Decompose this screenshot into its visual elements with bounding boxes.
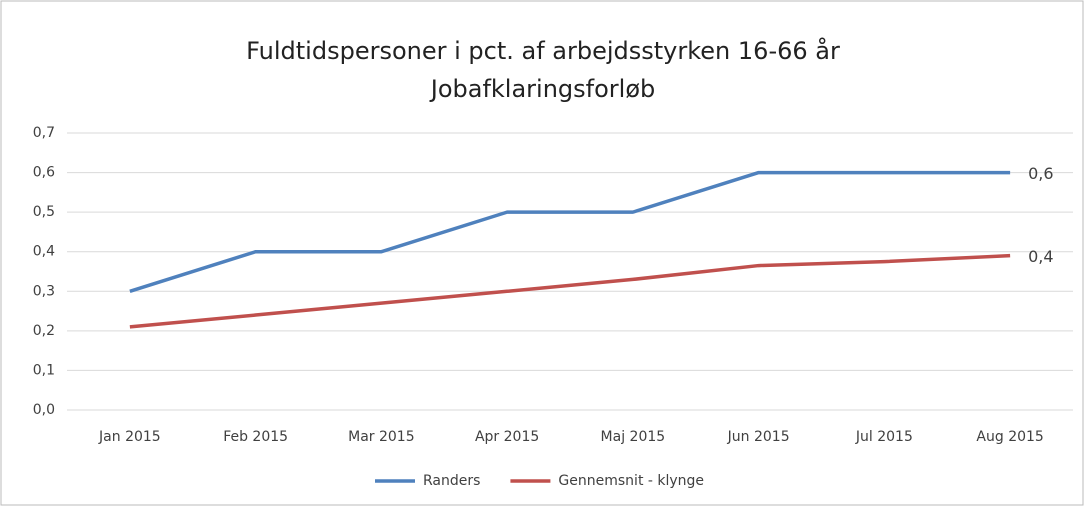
y-tick-label: 0,1 bbox=[33, 362, 55, 378]
chart-subtitle: Jobafklaringsforløb bbox=[429, 75, 656, 103]
x-tick-label: Aug 2015 bbox=[976, 429, 1043, 445]
series-line bbox=[129, 253, 1011, 329]
x-tick-label: Maj 2015 bbox=[601, 429, 666, 445]
x-tick-label: Jan 2015 bbox=[98, 429, 161, 445]
y-tick-label: 0,0 bbox=[33, 402, 55, 418]
data-label: 0,6 bbox=[1028, 164, 1053, 183]
x-tick-label: Feb 2015 bbox=[223, 429, 288, 445]
y-tick-label: 0,2 bbox=[33, 323, 55, 339]
legend-label: Gennemsnit - klynge bbox=[558, 473, 704, 489]
chart-title: Fuldtidspersoner i pct. af arbejdsstyrke… bbox=[246, 36, 840, 65]
y-tick-label: 0,5 bbox=[33, 204, 55, 220]
y-tick-label: 0,4 bbox=[33, 244, 55, 260]
x-tick-label: Jun 2015 bbox=[727, 429, 790, 445]
x-tick-label: Jul 2015 bbox=[855, 429, 913, 445]
data-label: 0,4 bbox=[1028, 247, 1053, 266]
series-line bbox=[129, 170, 1011, 293]
x-tick-label: Mar 2015 bbox=[348, 429, 415, 445]
legend-label: Randers bbox=[423, 473, 480, 489]
y-tick-label: 0,6 bbox=[33, 165, 55, 181]
y-tick-label: 0,7 bbox=[33, 125, 55, 141]
x-tick-label: Apr 2015 bbox=[475, 429, 539, 445]
y-tick-label: 0,3 bbox=[33, 283, 55, 299]
